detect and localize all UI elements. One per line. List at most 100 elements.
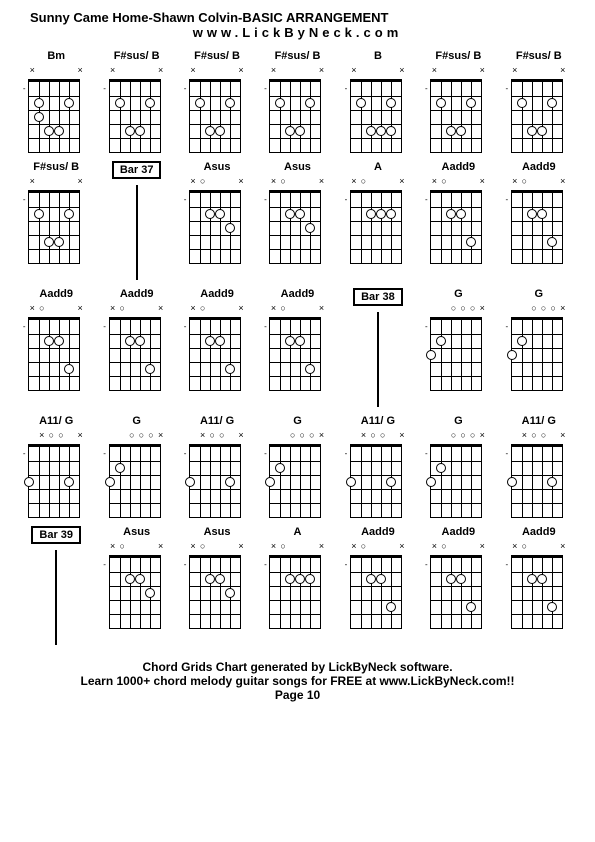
bar-divider xyxy=(377,312,379,407)
chord-diagram: ×○○×- xyxy=(28,431,84,518)
chord-cell: Bm××- xyxy=(18,50,94,153)
marker xyxy=(308,66,316,78)
marker xyxy=(208,66,216,78)
chord-name: Aadd9 xyxy=(281,288,315,302)
marker: × xyxy=(478,304,486,316)
marker: ○ xyxy=(57,431,65,443)
finger-dot xyxy=(507,477,517,487)
marker: ○ xyxy=(308,431,316,443)
side-marks: - xyxy=(423,82,429,96)
marker xyxy=(28,431,36,443)
marker: × xyxy=(199,431,207,443)
marker: × xyxy=(398,66,406,78)
marker xyxy=(469,66,477,78)
finger-dot xyxy=(295,336,305,346)
finger-dot xyxy=(225,588,235,598)
marker: × xyxy=(189,542,197,554)
marker: × xyxy=(317,431,325,443)
side-marks: - xyxy=(262,193,268,207)
side-marks: - xyxy=(102,558,108,572)
string-markers: ×○× xyxy=(430,177,486,189)
chord-name: Asus xyxy=(123,526,150,540)
marker: ○ xyxy=(118,304,126,316)
marker: × xyxy=(398,177,406,189)
bar-label: Bar 39 xyxy=(31,526,81,544)
chord-cell: A11/ G×○○×- xyxy=(501,415,577,518)
marker: × xyxy=(350,542,358,554)
finger-dot xyxy=(125,126,135,136)
fretboard: - xyxy=(109,79,161,153)
page-subtitle: www.LickByNeck.com xyxy=(10,25,585,40)
marker: ○ xyxy=(469,304,477,316)
marker: ○ xyxy=(520,177,528,189)
bar-marker-cell: Bar 38 xyxy=(340,288,416,407)
finger-dot xyxy=(34,209,44,219)
finger-dot xyxy=(64,209,74,219)
chord-name: Asus xyxy=(204,161,231,175)
marker: × xyxy=(559,66,567,78)
marker xyxy=(147,542,155,554)
side-marks: - xyxy=(182,447,188,461)
finger-dot xyxy=(446,574,456,584)
finger-dot xyxy=(225,477,235,487)
chord-cell: Aadd9×○×- xyxy=(259,288,335,407)
fretboard: - xyxy=(430,190,482,264)
marker: ○ xyxy=(459,431,467,443)
marker: ○ xyxy=(279,304,287,316)
finger-dot xyxy=(547,237,557,247)
finger-dot xyxy=(446,209,456,219)
string-markers: ×× xyxy=(28,177,84,189)
marker: × xyxy=(269,304,277,316)
chord-name: Aadd9 xyxy=(200,288,234,302)
marker xyxy=(459,177,467,189)
marker: × xyxy=(317,66,325,78)
string-markers: ×○× xyxy=(511,542,567,554)
chord-diagram: ×○○×- xyxy=(511,431,567,518)
marker xyxy=(549,66,557,78)
finger-dot xyxy=(386,98,396,108)
bar-marker-cell: Bar 37 xyxy=(98,161,174,280)
bar-divider xyxy=(136,185,138,280)
chord-cell: Aadd9×○×- xyxy=(420,161,496,280)
finger-dot xyxy=(547,98,557,108)
chord-cell: G○○○×- xyxy=(259,415,335,518)
chord-cell: Aadd9×○×- xyxy=(501,161,577,280)
marker: × xyxy=(430,177,438,189)
chord-name: Bm xyxy=(47,50,65,64)
marker: ○ xyxy=(128,431,136,443)
string-markers: ○○○× xyxy=(109,431,165,443)
marker: × xyxy=(269,177,277,189)
chord-diagram: ××- xyxy=(511,66,567,153)
marker xyxy=(469,177,477,189)
marker xyxy=(227,177,235,189)
chord-diagram: ×○×- xyxy=(430,542,486,629)
marker: × xyxy=(559,431,567,443)
finger-dot xyxy=(215,336,225,346)
finger-dot xyxy=(456,209,466,219)
fretboard: - xyxy=(430,317,482,391)
footer-line-2: Learn 1000+ chord melody guitar songs fo… xyxy=(10,674,585,688)
chord-name: F#sus/ B xyxy=(275,50,321,64)
chord-name: Aadd9 xyxy=(120,288,154,302)
marker: ○ xyxy=(298,431,306,443)
string-markers: ×○× xyxy=(269,542,325,554)
marker: × xyxy=(157,431,165,443)
finger-dot xyxy=(295,574,305,584)
finger-dot xyxy=(215,209,225,219)
fretboard: - xyxy=(28,190,80,264)
marker: × xyxy=(157,542,165,554)
chord-cell: F#sus/ B××- xyxy=(501,50,577,153)
marker xyxy=(279,66,287,78)
chord-diagram: ×○×- xyxy=(109,542,165,629)
marker: ○ xyxy=(208,431,216,443)
chord-diagram: ×○×- xyxy=(269,177,325,264)
finger-dot xyxy=(537,209,547,219)
marker xyxy=(128,66,136,78)
finger-dot xyxy=(44,126,54,136)
marker xyxy=(298,304,306,316)
page-number: Page 10 xyxy=(10,688,585,702)
finger-dot xyxy=(386,602,396,612)
finger-dot xyxy=(44,336,54,346)
marker xyxy=(549,542,557,554)
finger-dot xyxy=(135,126,145,136)
